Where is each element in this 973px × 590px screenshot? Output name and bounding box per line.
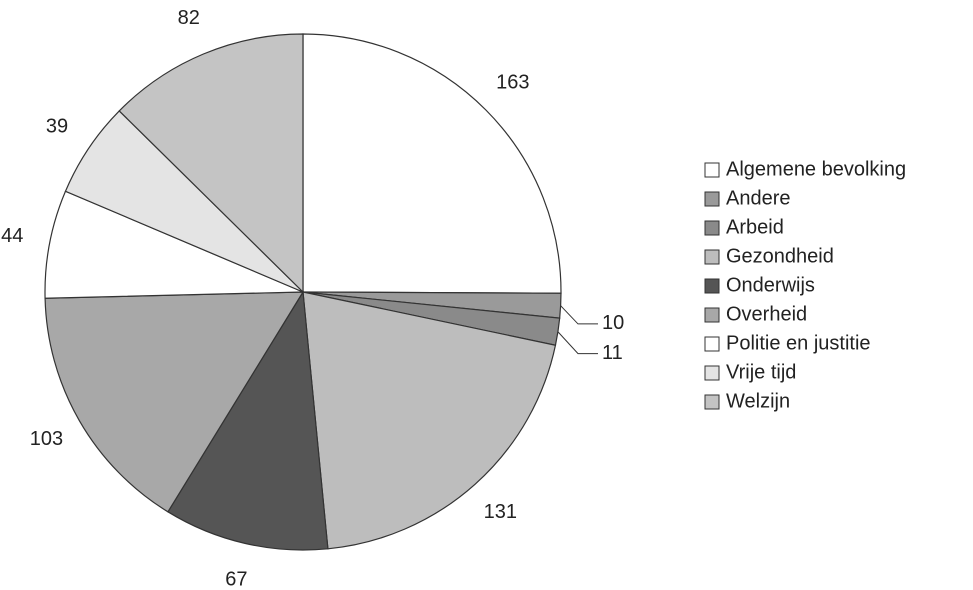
data-label: 10 [602,312,624,334]
data-label: 82 [178,7,200,29]
legend-label: Welzijn [726,390,790,412]
pie-slice [44,190,304,299]
legend-label: Algemene bevolking [726,158,906,180]
legend-label: Gezondheid [726,245,834,267]
legend-swatch [704,365,720,381]
legend-swatch [704,191,720,207]
leader-line [557,331,598,355]
data-label: 11 [602,342,623,364]
data-label: 163 [496,71,529,93]
legend-label: Andere [726,187,791,209]
data-label: 67 [225,569,247,590]
legend-swatch [704,220,720,236]
legend-swatch [704,336,720,352]
legend-swatch [704,278,720,294]
pie-slice [118,33,304,294]
pie-slice [302,33,562,294]
legend-swatch [704,394,720,410]
legend-swatch [704,307,720,323]
legend-label: Onderwijs [726,274,815,296]
legend-swatch [704,162,720,178]
legend-label: Arbeid [726,216,784,238]
legend-label: Overheid [726,303,807,325]
legend-swatch [704,249,720,265]
data-label: 131 [484,501,517,523]
pie-slice [167,290,329,551]
pie-slice [44,291,305,513]
leader-line [560,305,598,325]
legend-label: Vrije tijd [726,361,796,383]
data-label: 44 [1,225,23,247]
data-label: 39 [46,116,68,138]
legend-label: Politie en justitie [726,332,871,354]
data-label: 103 [30,428,63,450]
pie-slice [302,291,557,550]
